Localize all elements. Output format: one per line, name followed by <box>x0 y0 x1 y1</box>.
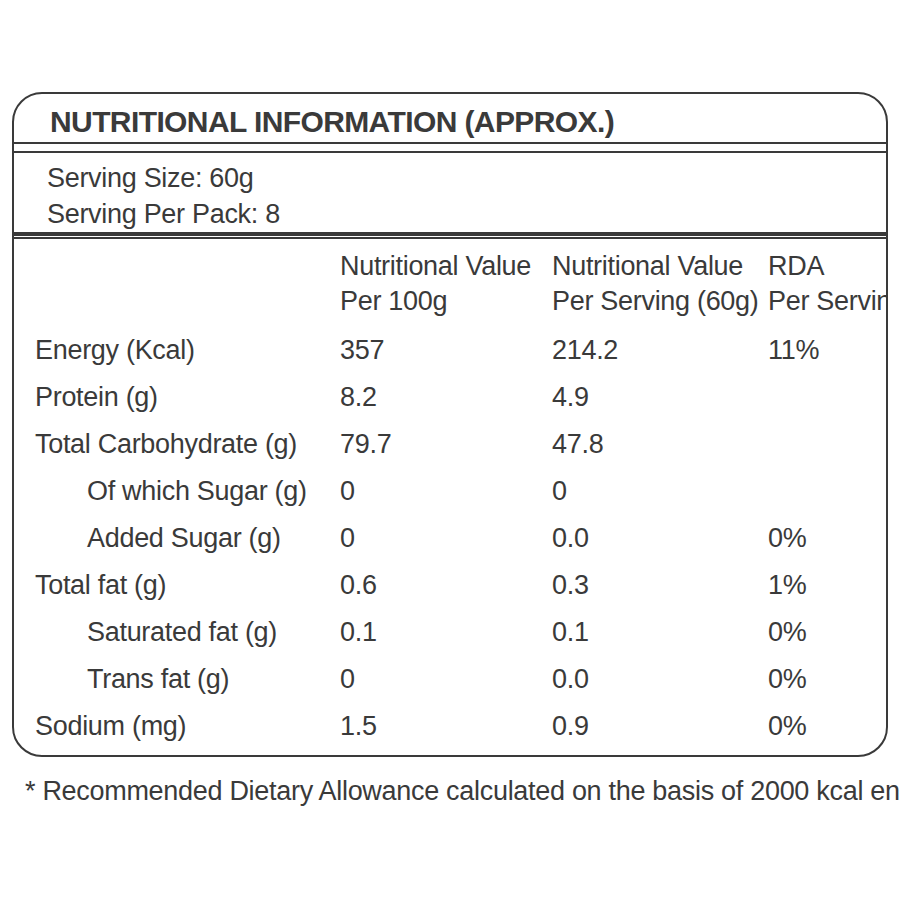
header-rda-line2: Per Serving* <box>768 284 888 319</box>
header-per-100g-line1: Nutritional Value <box>340 249 552 284</box>
table-row-total-carbohydrate: Total Carbohydrate (g) 79.7 47.8 <box>35 421 886 468</box>
table-row-total-fat: Total fat (g) 0.6 0.3 1% <box>35 562 886 609</box>
value-per-serving: 47.8 <box>552 429 768 460</box>
value-rda: 1% <box>768 570 886 601</box>
value-per-serving: 0 <box>552 476 768 507</box>
value-rda: 0% <box>768 664 886 695</box>
title-section: NUTRITIONAL INFORMATION (APPROX.) <box>14 94 886 144</box>
nutrient-label: Added Sugar (g) <box>35 523 340 554</box>
table-row-energy: Energy (Kcal) 357 214.2 11% <box>35 327 886 374</box>
nutrient-label: Saturated fat (g) <box>35 617 340 648</box>
value-per-100g: 1.5 <box>340 711 552 742</box>
nutrition-table: Nutritional Value Per 100g Nutritional V… <box>14 239 886 750</box>
serving-size-text: Serving Size: 60g <box>47 160 886 196</box>
header-per-100g: Nutritional Value Per 100g <box>340 249 552 319</box>
nutrition-label-panel: NUTRITIONAL INFORMATION (APPROX.) Servin… <box>12 92 888 757</box>
nutrient-label: Trans fat (g) <box>35 664 340 695</box>
header-per-serving: Nutritional Value Per Serving (60g) <box>552 249 768 319</box>
value-per-serving: 0.9 <box>552 711 768 742</box>
value-per-serving: 214.2 <box>552 335 768 366</box>
value-per-serving: 0.0 <box>552 523 768 554</box>
value-rda: 0% <box>768 523 886 554</box>
rda-footnote: * Recommended Dietary Allowance calculat… <box>25 776 900 807</box>
table-row-trans-fat: Trans fat (g) 0 0.0 0% <box>35 656 886 703</box>
double-rule <box>14 144 886 153</box>
value-per-serving: 4.9 <box>552 382 768 413</box>
table-row-of-which-sugar: Of which Sugar (g) 0 0 <box>35 468 886 515</box>
nutrient-label: Sodium (mg) <box>35 711 340 742</box>
value-per-100g: 0 <box>340 523 552 554</box>
value-per-100g: 0 <box>340 476 552 507</box>
table-header: Nutritional Value Per 100g Nutritional V… <box>35 245 886 327</box>
header-per-100g-line2: Per 100g <box>340 284 552 319</box>
serving-info-section: Serving Size: 60g Serving Per Pack: 8 <box>14 153 886 236</box>
nutrient-label: Total Carbohydrate (g) <box>35 429 340 460</box>
value-rda: 0% <box>768 617 886 648</box>
header-rda-line1: RDA <box>768 249 888 284</box>
header-per-serving-line2: Per Serving (60g) <box>552 284 768 319</box>
table-row-protein: Protein (g) 8.2 4.9 <box>35 374 886 421</box>
value-per-serving: 0.3 <box>552 570 768 601</box>
nutrient-label: Of which Sugar (g) <box>35 476 340 507</box>
nutrient-label: Energy (Kcal) <box>35 335 340 366</box>
nutrient-label: Protein (g) <box>35 382 340 413</box>
value-per-serving: 0.0 <box>552 664 768 695</box>
value-per-100g: 8.2 <box>340 382 552 413</box>
value-rda: 0% <box>768 711 886 742</box>
value-rda: 11% <box>768 335 886 366</box>
header-per-serving-line1: Nutritional Value <box>552 249 768 284</box>
header-rda: RDA Per Serving* <box>768 249 888 319</box>
table-row-sodium: Sodium (mg) 1.5 0.9 0% <box>35 703 886 750</box>
value-per-100g: 0.1 <box>340 617 552 648</box>
nutrient-label: Total fat (g) <box>35 570 340 601</box>
serving-per-pack-text: Serving Per Pack: 8 <box>47 196 886 232</box>
value-per-serving: 0.1 <box>552 617 768 648</box>
value-per-100g: 0.6 <box>340 570 552 601</box>
value-per-100g: 357 <box>340 335 552 366</box>
table-row-added-sugar: Added Sugar (g) 0 0.0 0% <box>35 515 886 562</box>
value-per-100g: 0 <box>340 664 552 695</box>
value-per-100g: 79.7 <box>340 429 552 460</box>
page-title: NUTRITIONAL INFORMATION (APPROX.) <box>50 105 886 139</box>
table-row-saturated-fat: Saturated fat (g) 0.1 0.1 0% <box>35 609 886 656</box>
